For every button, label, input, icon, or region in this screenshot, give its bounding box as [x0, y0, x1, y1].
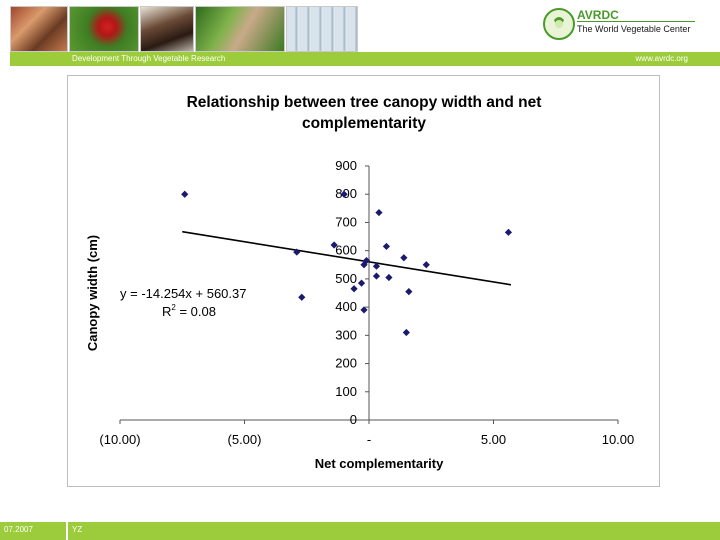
avrdc-logo-icon [543, 8, 575, 40]
data-point [372, 272, 381, 280]
footer-divider [66, 522, 68, 540]
logo-title: AVRDC [577, 8, 619, 22]
tagline: Development Through Vegetable Research [72, 54, 226, 63]
photo-vegetable-field [195, 6, 285, 52]
photo-lab-tubes [286, 6, 358, 52]
tick-labels: 0100200300400500600700800900(10.00)(5.00… [99, 158, 634, 447]
chart-title-line1: Relationship between tree canopy width a… [187, 94, 542, 111]
data-point [385, 273, 393, 282]
y-tick-label: 500 [335, 271, 357, 286]
r2-exponent: 2 [171, 303, 176, 312]
data-point [402, 328, 410, 337]
x-axis-label: Net complementarity [315, 456, 444, 471]
footer-bar [0, 522, 720, 540]
data-point [350, 285, 358, 293]
data-point [360, 261, 368, 269]
x-tick-label: (5.00) [228, 432, 262, 447]
logo-divider [577, 21, 695, 22]
y-tick-label: 700 [335, 214, 357, 229]
trendline [182, 230, 512, 286]
data-point [298, 293, 306, 301]
scatter-chart: Relationship between tree canopy width a… [85, 94, 634, 471]
y-tick-label: 200 [335, 356, 357, 371]
data-point [422, 261, 430, 269]
y-axis-label: Canopy width (cm) [85, 235, 100, 351]
y-tick-label: 600 [335, 243, 357, 258]
photo-children [140, 6, 194, 52]
chart-frame: Relationship between tree canopy width a… [67, 75, 660, 487]
footer-initials: YZ [72, 525, 83, 534]
x-tick-label: (10.00) [99, 432, 140, 447]
data-point [375, 208, 383, 217]
data-point [181, 190, 189, 198]
trendline-group [182, 230, 512, 286]
trendline-equation: y = -14.254x + 560.37 [120, 286, 246, 301]
y-tick-label: 400 [335, 299, 357, 314]
photo-tomatoes [69, 6, 139, 52]
y-tick-label: 100 [335, 384, 357, 399]
data-point [357, 279, 366, 287]
data-point [405, 287, 413, 296]
header-band [10, 52, 720, 66]
r-squared-label: R2 = 0.08 [162, 303, 216, 319]
y-tick-label: 300 [335, 327, 357, 342]
y-tick-label: 0 [350, 412, 357, 427]
y-tick-label: 900 [335, 158, 357, 173]
data-point [400, 254, 408, 262]
website-link[interactable]: www.avrdc.org [635, 54, 688, 63]
data-point [330, 241, 338, 249]
axes-group [119, 165, 619, 424]
r2-prefix: R [162, 304, 171, 319]
data-point [340, 190, 348, 198]
data-point [504, 228, 513, 236]
photo-mother-child [10, 6, 68, 52]
data-points [181, 190, 513, 337]
x-tick-label: 10.00 [602, 432, 635, 447]
footer-date: 07.2007 [4, 525, 33, 534]
x-tick-label: 5.00 [481, 432, 506, 447]
data-point [362, 256, 371, 265]
x-tick-label: - [367, 432, 371, 447]
data-point [382, 242, 391, 251]
logo-subtitle: The World Vegetable Center [577, 24, 691, 34]
r2-value: = 0.08 [176, 304, 216, 319]
chart-title-line2: complementarity [302, 115, 426, 132]
